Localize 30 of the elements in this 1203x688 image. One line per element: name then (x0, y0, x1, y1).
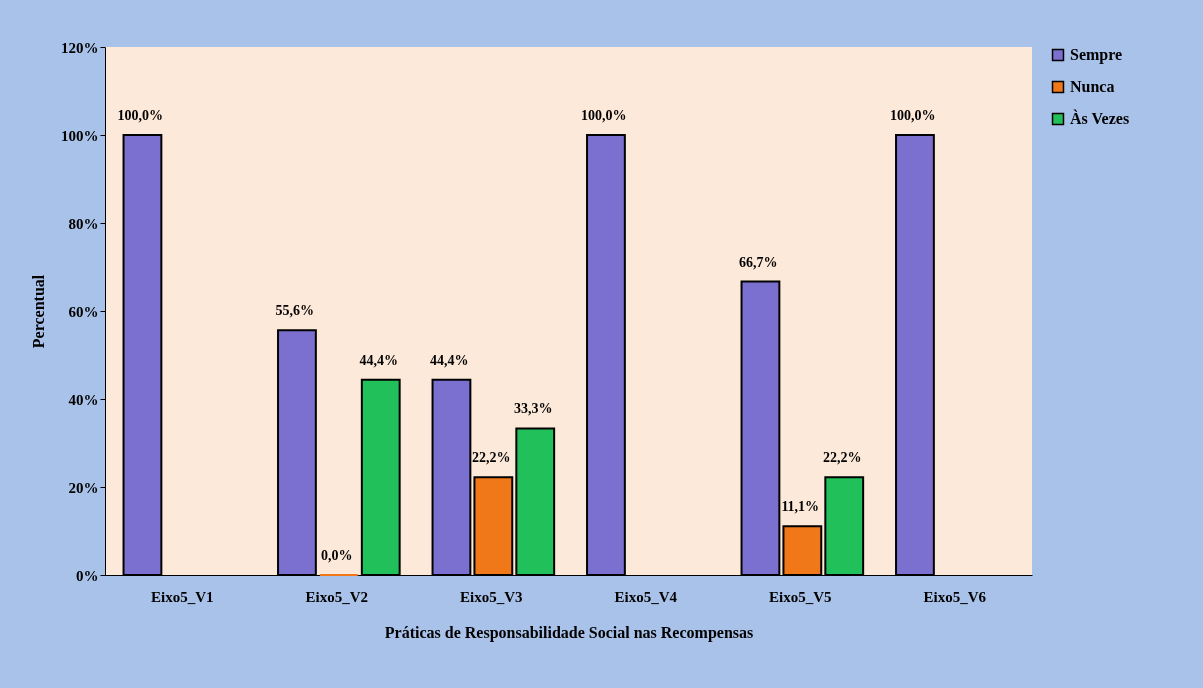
data-label: 33,3% (513, 401, 553, 417)
data-label: 22,2% (472, 450, 511, 466)
y-tick-label: 100% (61, 127, 99, 144)
y-tick-label: 40% (68, 391, 99, 408)
data-label: 44,4% (430, 352, 469, 368)
x-tick-label: Eixo5_V2 (305, 588, 369, 605)
data-label: 66,7% (739, 254, 778, 270)
x-tick-label: Eixo5_V3 (459, 588, 523, 605)
x-tick-label: Eixo5_V6 (923, 588, 987, 605)
y-axis-title: Percentual (30, 274, 47, 349)
x-axis-title: Práticas de Responsabilidade Social nas Recompensas (384, 623, 754, 642)
data-label: 44,4% (359, 352, 398, 368)
x-tick-label: Eixo5_V5 (768, 588, 832, 605)
y-tick-label: 120% (61, 39, 99, 56)
data-label: 11,1% (781, 499, 820, 515)
legend-label: Nunca (1070, 78, 1115, 95)
y-tick-label: 20% (68, 479, 99, 496)
y-tick-label: 0% (76, 567, 99, 584)
y-tick-label: 80% (68, 215, 99, 232)
y-tick-label: 60% (68, 303, 99, 320)
x-tick-label: Eixo5_V4 (614, 588, 678, 605)
legend-label: Às Vezes (1070, 109, 1130, 127)
data-label: 55,6% (275, 303, 315, 319)
data-label: 22,2% (822, 450, 862, 466)
data-label: 0,0% (321, 548, 353, 563)
data-label: 100,0% (581, 108, 627, 123)
legend-label: Sempre (1070, 46, 1123, 64)
data-label: 100,0% (890, 108, 936, 123)
data-label: 100,0% (117, 108, 164, 123)
x-tick-label: Eixo5_V1 (150, 588, 214, 605)
